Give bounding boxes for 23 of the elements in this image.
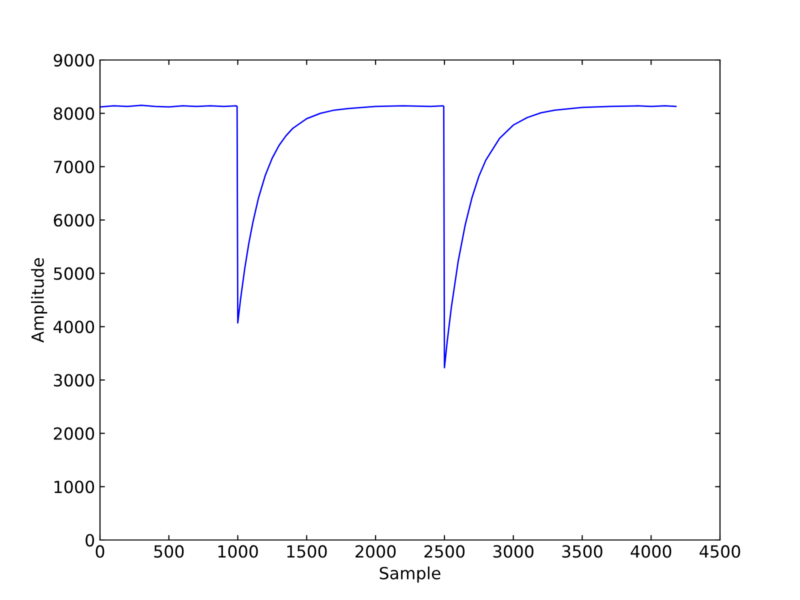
x-tick-label: 0 xyxy=(96,545,104,558)
y-tick-label: 4000 xyxy=(54,320,94,334)
x-tick-label: 1500 xyxy=(287,545,327,558)
x-tick-label: 4000 xyxy=(630,545,672,558)
y-tick-label: 7000 xyxy=(54,160,94,174)
y-tick-label: 5000 xyxy=(54,267,94,280)
y-tick-label: 3000 xyxy=(54,374,94,387)
x-tick-label: 4500 xyxy=(700,545,740,558)
y-tick-label: 9000 xyxy=(54,54,94,67)
x-tick-label: 2500 xyxy=(424,545,465,558)
x-tick-label: 3000 xyxy=(493,545,534,558)
x-tick-label: 3500 xyxy=(562,545,602,558)
x-axis-title: Sample xyxy=(380,566,440,583)
y-tick-label: 1000 xyxy=(54,480,94,494)
x-tick-label: 2000 xyxy=(356,545,396,558)
y-tick-label: 0 xyxy=(86,534,94,547)
x-tick-label: 1000 xyxy=(218,545,258,558)
y-tick-label: 2000 xyxy=(54,427,94,440)
y-tick-label: 6000 xyxy=(54,214,94,227)
line-series xyxy=(100,104,677,368)
y-axis-title: Amplitude xyxy=(31,258,48,343)
y-tick-label: 8000 xyxy=(54,107,94,120)
x-tick-label: 500 xyxy=(154,545,184,558)
